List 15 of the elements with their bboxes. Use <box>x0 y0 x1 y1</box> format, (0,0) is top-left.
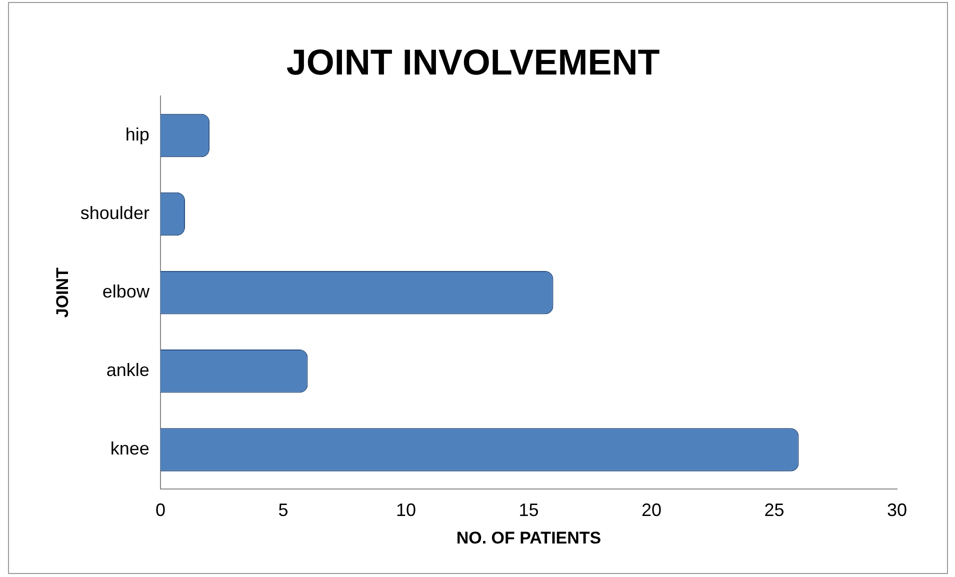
x-tick-label: 10 <box>396 500 416 520</box>
x-tick-label: 30 <box>886 500 908 520</box>
x-tick-label: 5 <box>278 500 288 520</box>
y-tick-label: shoulder <box>80 203 150 224</box>
y-axis-title: JOINT <box>52 266 72 318</box>
x-tick-label: 25 <box>764 500 784 520</box>
chart-title: JOINT INVOLVEMENT <box>286 42 660 83</box>
x-tick-label: 20 <box>641 500 662 520</box>
x-tick-label: 0 <box>155 500 166 520</box>
x-axis-title: NO. OF PATIENTS <box>456 528 602 548</box>
y-tick-label: elbow <box>102 282 150 302</box>
y-tick-label: ankle <box>106 360 150 380</box>
y-tick-label: knee <box>110 438 150 459</box>
x-tick-label: 15 <box>518 500 539 520</box>
y-tick-label: hip <box>125 124 150 144</box>
